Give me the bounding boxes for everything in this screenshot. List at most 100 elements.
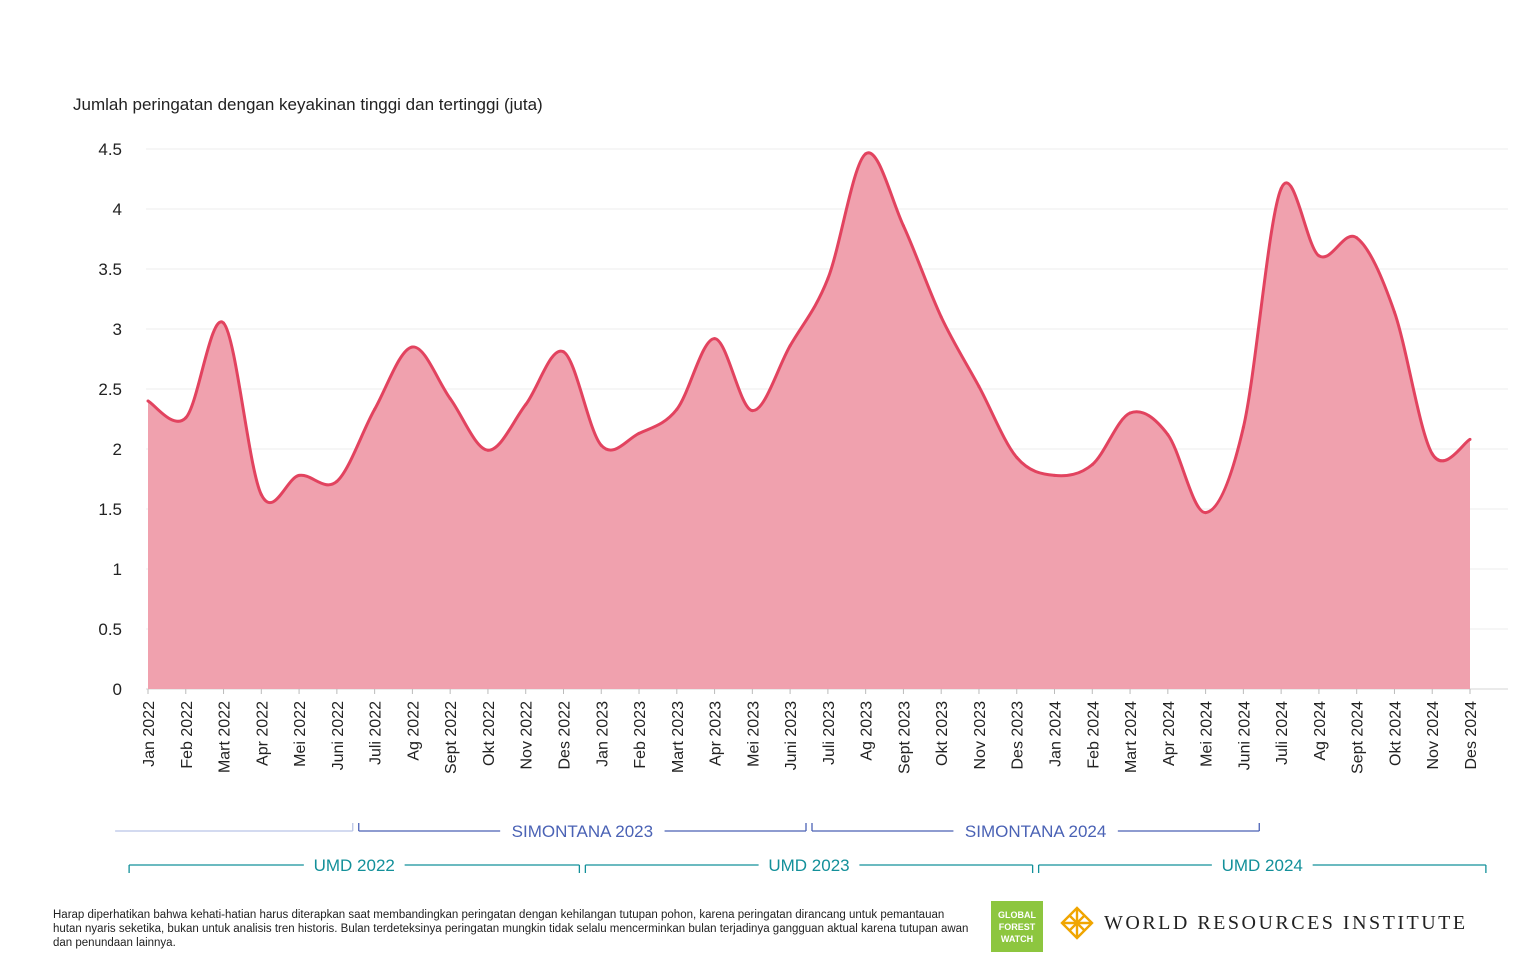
data-point-mart-2023 xyxy=(675,407,679,411)
data-point-nov-2022 xyxy=(524,403,528,407)
y-tick-label: 1.5 xyxy=(98,500,122,519)
gfw-logo-line3: WATCH xyxy=(1000,933,1034,944)
data-point-feb-2022 xyxy=(184,416,188,420)
bracket-simontana-2023: SIMONTANA 2023 xyxy=(358,822,807,841)
x-tick-label: Feb 2023 xyxy=(632,701,649,769)
wri-emblem-icon xyxy=(1060,906,1094,940)
x-tick-label: Sept 2024 xyxy=(1350,701,1367,774)
x-tick-label: Okt 2023 xyxy=(934,701,951,766)
data-point-ag-2023 xyxy=(864,152,868,156)
data-point-nov-2023 xyxy=(977,385,981,389)
global-forest-watch-logo: GLOBAL FOREST WATCH xyxy=(991,901,1043,952)
data-point-juli-2022 xyxy=(373,407,377,411)
x-tick-label: Juli 2024 xyxy=(1274,701,1291,765)
x-tick-label: Juni 2023 xyxy=(783,701,800,770)
y-tick-label: 0.5 xyxy=(98,620,122,639)
bracket-label: UMD 2022 xyxy=(314,856,395,875)
data-point-mei-2023 xyxy=(750,409,754,413)
data-point-feb-2023 xyxy=(637,431,641,435)
data-point-ag-2022 xyxy=(410,345,414,349)
x-tick-label: Okt 2022 xyxy=(481,701,498,766)
x-tick-label: Mart 2024 xyxy=(1123,701,1140,773)
x-tick-label: Mei 2023 xyxy=(745,701,762,767)
x-tick-label: Juli 2022 xyxy=(368,701,385,765)
x-tick-label: Nov 2023 xyxy=(972,701,989,770)
gfw-logo-line2: FOREST xyxy=(998,921,1036,932)
data-point-juni-2023 xyxy=(788,344,792,348)
y-tick-label: 0 xyxy=(113,680,122,699)
data-point-okt-2024 xyxy=(1392,310,1396,314)
x-tick-label: Feb 2024 xyxy=(1085,701,1102,769)
data-point-apr-2024 xyxy=(1166,433,1170,437)
data-point-sept-2022 xyxy=(448,397,452,401)
x-tick-label: Sept 2022 xyxy=(443,701,460,774)
gfw-logo-line1: GLOBAL xyxy=(998,909,1036,920)
series-area xyxy=(148,152,1470,689)
data-point-mei-2022 xyxy=(297,473,301,477)
bracket-simontana-2024: SIMONTANA 2024 xyxy=(811,822,1260,841)
data-point-jan-2023 xyxy=(599,443,603,447)
data-point-apr-2023 xyxy=(713,337,717,341)
x-tick-label: Jan 2024 xyxy=(1048,701,1065,767)
x-tick-label: Juli 2023 xyxy=(821,701,838,765)
bracket-label: SIMONTANA 2023 xyxy=(512,822,653,841)
y-tick-label: 2 xyxy=(113,440,122,459)
data-point-jan-2024 xyxy=(1053,473,1057,477)
x-tick-label: Mei 2024 xyxy=(1199,701,1216,767)
x-tick-label: Mei 2022 xyxy=(292,701,309,767)
y-tick-label: 3 xyxy=(113,320,122,339)
x-tick-label: Nov 2022 xyxy=(519,701,536,770)
x-tick-label: Mart 2023 xyxy=(670,701,687,773)
bracket-label: SIMONTANA 2024 xyxy=(965,822,1106,841)
x-axis-ticks: Jan 2022 Feb 2022 Mart 2022 Apr 2022 Mei 202… xyxy=(141,689,1480,774)
x-tick-label: Jan 2023 xyxy=(594,701,611,767)
x-tick-label: Nov 2024 xyxy=(1425,701,1442,770)
data-point-mart-2024 xyxy=(1128,411,1132,415)
x-tick-label: Ag 2022 xyxy=(405,701,422,761)
x-tick-label: Okt 2024 xyxy=(1387,701,1404,766)
bracket-umd-2023: UMD 2023 xyxy=(584,856,1034,875)
bracket-umd-2024: UMD 2024 xyxy=(1037,856,1487,875)
data-point-nov-2024 xyxy=(1430,452,1434,456)
x-tick-label: Mart 2022 xyxy=(217,701,234,773)
bracket-label: UMD 2023 xyxy=(768,856,849,875)
y-tick-label: 3.5 xyxy=(98,260,122,279)
data-point-des-2024 xyxy=(1468,437,1472,441)
data-point-juni-2024 xyxy=(1241,425,1245,429)
data-point-okt-2022 xyxy=(486,448,490,452)
y-tick-label: 2.5 xyxy=(98,380,122,399)
x-tick-label: Des 2023 xyxy=(1010,701,1027,770)
bracket-simontana-2022 xyxy=(115,823,354,832)
data-point-ag-2024 xyxy=(1317,254,1321,258)
x-tick-label: Ag 2023 xyxy=(859,701,876,761)
data-point-des-2022 xyxy=(561,350,565,354)
data-point-feb-2024 xyxy=(1090,463,1094,467)
period-brackets: SIMONTANA 2023 SIMONTANA 2024 UMD 2022 UMD … xyxy=(115,822,1487,875)
y-axis-ticks: 0 0.5 1 1.5 2 2.5 3 3.5 4 4.5 xyxy=(98,140,122,699)
y-tick-label: 1 xyxy=(113,560,122,579)
bracket-umd-2022: UMD 2022 xyxy=(128,856,581,875)
x-tick-label: Jan 2022 xyxy=(141,701,158,767)
x-tick-label: Juni 2024 xyxy=(1236,701,1253,770)
x-tick-label: Feb 2022 xyxy=(179,701,196,769)
x-tick-label: Ag 2024 xyxy=(1312,701,1329,761)
y-axis-title: Jumlah peringatan dengan keyakinan tingg… xyxy=(73,95,543,114)
x-tick-label: Apr 2022 xyxy=(254,701,271,766)
area-chart: Jumlah peringatan dengan keyakinan tingg… xyxy=(73,95,1508,875)
x-tick-label: Des 2024 xyxy=(1463,701,1480,770)
data-point-sept-2024 xyxy=(1355,236,1359,240)
data-points xyxy=(146,152,1472,515)
data-point-mei-2024 xyxy=(1204,511,1208,515)
x-tick-label: Apr 2023 xyxy=(708,701,725,766)
y-tick-label: 4.5 xyxy=(98,140,122,159)
wri-logo: WORLD RESOURCES INSTITUTE xyxy=(1060,906,1468,940)
x-tick-label: Juni 2022 xyxy=(330,701,347,770)
data-point-mart-2022 xyxy=(222,321,226,325)
wri-logo-text: WORLD RESOURCES INSTITUTE xyxy=(1104,911,1468,934)
data-point-jan-2022 xyxy=(146,399,150,403)
data-point-apr-2022 xyxy=(259,493,263,497)
x-tick-label: Sept 2023 xyxy=(896,701,913,774)
data-point-okt-2023 xyxy=(939,315,943,319)
footnote: Harap diperhatikan bahwa kehati-hatian h… xyxy=(53,909,969,949)
data-point-juni-2022 xyxy=(335,479,339,483)
